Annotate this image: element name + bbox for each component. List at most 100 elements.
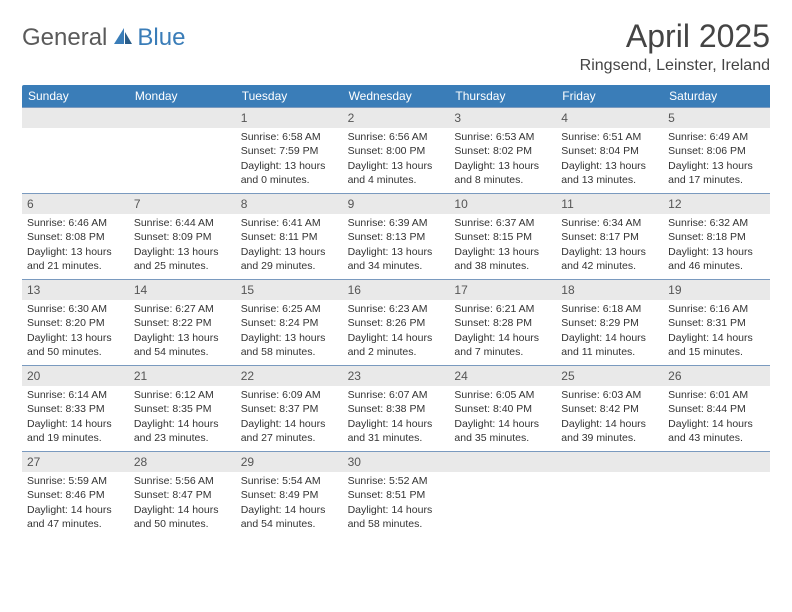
day-cell-blank [129, 107, 236, 193]
weekday-header: Sunday [22, 85, 129, 107]
daylight-line: Daylight: 13 hours and 4 minutes. [348, 159, 445, 187]
daylight-line: Daylight: 13 hours and 54 minutes. [134, 331, 231, 359]
daylight-line: Daylight: 13 hours and 17 minutes. [668, 159, 765, 187]
daylight-line: Daylight: 14 hours and 50 minutes. [134, 503, 231, 531]
sunset-line: Sunset: 8:37 PM [241, 402, 338, 416]
day-number: 16 [343, 280, 450, 300]
day-cell: 9 Sunrise: 6:39 AMSunset: 8:13 PMDaylight… [343, 193, 450, 279]
day-cell-blank [663, 451, 770, 537]
sunrise-line: Sunrise: 6:51 AM [561, 130, 658, 144]
sunrise-line: Sunrise: 6:41 AM [241, 216, 338, 230]
sunset-line: Sunset: 7:59 PM [241, 144, 338, 158]
daylight-line: Daylight: 13 hours and 46 minutes. [668, 245, 765, 273]
day-cell: 15Sunrise: 6:25 AMSunset: 8:24 PMDayligh… [236, 279, 343, 365]
daylight-line: Daylight: 14 hours and 27 minutes. [241, 417, 338, 445]
day-cell-blank [22, 107, 129, 193]
sunrise-line: Sunrise: 6:58 AM [241, 130, 338, 144]
daylight-line: Daylight: 13 hours and 13 minutes. [561, 159, 658, 187]
weekday-header: Wednesday [343, 85, 450, 107]
day-number: 24 [449, 366, 556, 386]
day-number: 23 [343, 366, 450, 386]
day-number: 7 [129, 194, 236, 214]
day-number: 22 [236, 366, 343, 386]
daylight-line: Daylight: 14 hours and 7 minutes. [454, 331, 551, 359]
sunrise-line: Sunrise: 6:05 AM [454, 388, 551, 402]
day-number: 30 [343, 452, 450, 472]
sunrise-line: Sunrise: 6:53 AM [454, 130, 551, 144]
day-number: 28 [129, 452, 236, 472]
logo-sail-icon [112, 26, 134, 51]
sunrise-line: Sunrise: 6:34 AM [561, 216, 658, 230]
sunset-line: Sunset: 8:42 PM [561, 402, 658, 416]
day-cell: 21Sunrise: 6:12 AMSunset: 8:35 PMDayligh… [129, 365, 236, 451]
day-cell: 19Sunrise: 6:16 AMSunset: 8:31 PMDayligh… [663, 279, 770, 365]
daylight-line: Daylight: 14 hours and 47 minutes. [27, 503, 124, 531]
day-cell-blank [449, 451, 556, 537]
sunset-line: Sunset: 8:40 PM [454, 402, 551, 416]
sunrise-line: Sunrise: 6:07 AM [348, 388, 445, 402]
daylight-line: Daylight: 13 hours and 34 minutes. [348, 245, 445, 273]
day-number: 18 [556, 280, 663, 300]
sunset-line: Sunset: 8:13 PM [348, 230, 445, 244]
day-cell-blank [556, 451, 663, 537]
daylight-line: Daylight: 13 hours and 38 minutes. [454, 245, 551, 273]
sunrise-line: Sunrise: 6:03 AM [561, 388, 658, 402]
sunrise-line: Sunrise: 6:37 AM [454, 216, 551, 230]
daylight-line: Daylight: 14 hours and 23 minutes. [134, 417, 231, 445]
logo-text-general: General [22, 24, 107, 52]
day-cell: 18Sunrise: 6:18 AMSunset: 8:29 PMDayligh… [556, 279, 663, 365]
sunrise-line: Sunrise: 5:52 AM [348, 474, 445, 488]
day-number: 9 [343, 194, 450, 214]
daylight-line: Daylight: 14 hours and 2 minutes. [348, 331, 445, 359]
day-cell: 24 Sunrise: 6:05 AMSunset: 8:40 PMDayligh… [449, 365, 556, 451]
calendar-grid: SundayMondayTuesdayWednesdayThursdayFrid… [22, 85, 770, 537]
day-number: 3 [449, 108, 556, 128]
sunset-line: Sunset: 8:31 PM [668, 316, 765, 330]
location: Ringsend, Leinster, Ireland [580, 57, 770, 75]
sunrise-line: Sunrise: 6:39 AM [348, 216, 445, 230]
sunset-line: Sunset: 8:22 PM [134, 316, 231, 330]
daylight-line: Daylight: 14 hours and 54 minutes. [241, 503, 338, 531]
sunrise-line: Sunrise: 6:49 AM [668, 130, 765, 144]
sunset-line: Sunset: 8:17 PM [561, 230, 658, 244]
daylight-line: Daylight: 13 hours and 42 minutes. [561, 245, 658, 273]
day-cell: 23Sunrise: 6:07 AMSunset: 8:38 PMDayligh… [343, 365, 450, 451]
sunset-line: Sunset: 8:51 PM [348, 488, 445, 502]
day-number: 13 [22, 280, 129, 300]
sunrise-line: Sunrise: 6:27 AM [134, 302, 231, 316]
daylight-line: Daylight: 14 hours and 35 minutes. [454, 417, 551, 445]
sunset-line: Sunset: 8:06 PM [668, 144, 765, 158]
sunset-line: Sunset: 8:11 PM [241, 230, 338, 244]
day-cell: 11Sunrise: 6:34 AMSunset: 8:17 PMDayligh… [556, 193, 663, 279]
header: General Blue April 2025 Ringsend, Leinst… [22, 18, 770, 75]
day-cell: 8Sunrise: 6:41 AMSunset: 8:11 PMDaylight… [236, 193, 343, 279]
day-number: 29 [236, 452, 343, 472]
sunset-line: Sunset: 8:47 PM [134, 488, 231, 502]
day-cell: 25Sunrise: 6:03 AMSunset: 8:42 PMDayligh… [556, 365, 663, 451]
sunset-line: Sunset: 8:35 PM [134, 402, 231, 416]
daylight-line: Daylight: 13 hours and 8 minutes. [454, 159, 551, 187]
sunrise-line: Sunrise: 6:14 AM [27, 388, 124, 402]
day-number: 4 [556, 108, 663, 128]
daylight-line: Daylight: 13 hours and 21 minutes. [27, 245, 124, 273]
sunset-line: Sunset: 8:44 PM [668, 402, 765, 416]
day-cell: 22Sunrise: 6:09 AMSunset: 8:37 PMDayligh… [236, 365, 343, 451]
day-number [663, 452, 770, 472]
daylight-line: Daylight: 14 hours and 31 minutes. [348, 417, 445, 445]
day-number [129, 108, 236, 128]
weekday-header: Monday [129, 85, 236, 107]
day-number: 12 [663, 194, 770, 214]
daylight-line: Daylight: 14 hours and 43 minutes. [668, 417, 765, 445]
day-number: 10 [449, 194, 556, 214]
daylight-line: Daylight: 14 hours and 39 minutes. [561, 417, 658, 445]
title-block: April 2025 Ringsend, Leinster, Ireland [580, 18, 770, 75]
sunset-line: Sunset: 8:15 PM [454, 230, 551, 244]
day-number [22, 108, 129, 128]
logo: General Blue [22, 24, 185, 52]
daylight-line: Daylight: 13 hours and 58 minutes. [241, 331, 338, 359]
daylight-line: Daylight: 13 hours and 50 minutes. [27, 331, 124, 359]
sunset-line: Sunset: 8:18 PM [668, 230, 765, 244]
day-number: 17 [449, 280, 556, 300]
sunset-line: Sunset: 8:28 PM [454, 316, 551, 330]
sunrise-line: Sunrise: 6:56 AM [348, 130, 445, 144]
